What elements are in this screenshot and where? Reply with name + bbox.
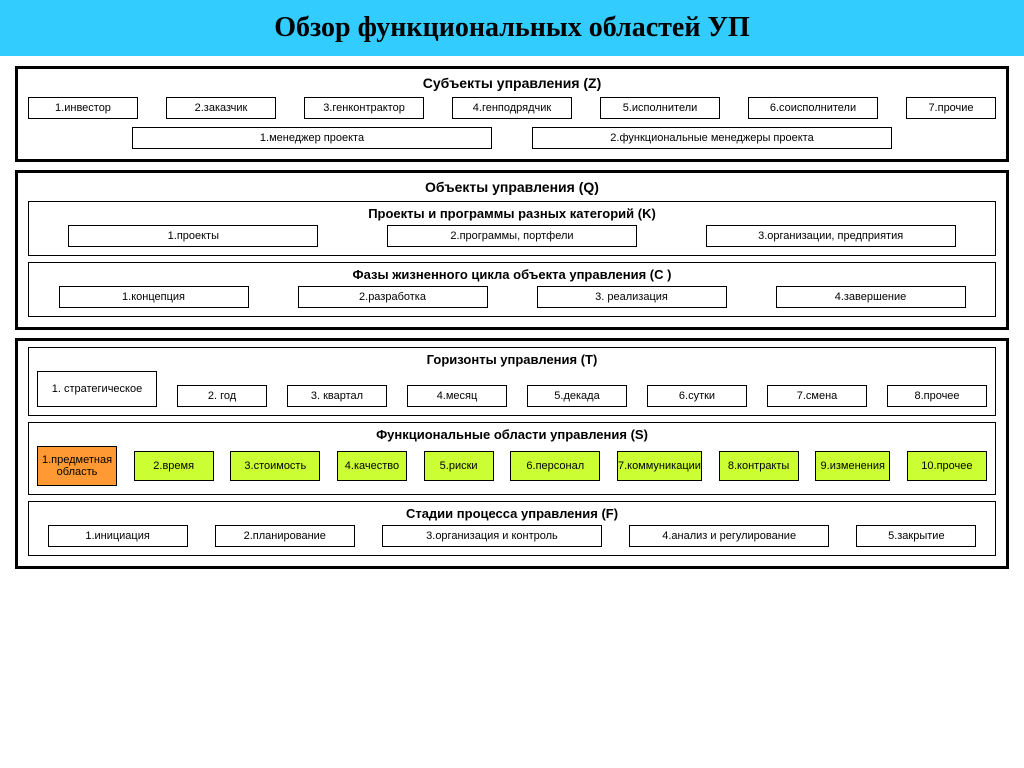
sub-panel-k: Проекты и программы разных категорий (K)…	[28, 201, 996, 256]
t-row: 1. стратегическое 2. год 3. квартал 4.ме…	[37, 371, 987, 407]
z-item: 5.исполнители	[600, 97, 720, 119]
c-item: 1.концепция	[59, 286, 249, 308]
z-item: 1.менеджер проекта	[132, 127, 492, 149]
c-item: 3. реализация	[537, 286, 727, 308]
z-item: 2.заказчик	[166, 97, 276, 119]
z-row2: 1.менеджер проекта 2.функциональные мене…	[28, 127, 996, 149]
s-item: 5.риски	[424, 451, 494, 481]
sub-panel-s: Функциональные области управления (S) 1.…	[28, 422, 996, 495]
f-item: 3.организация и контроль	[382, 525, 602, 547]
t-item: 7.смена	[767, 385, 867, 407]
s-item: 8.контракты	[719, 451, 799, 481]
s-item: 9.изменения	[815, 451, 890, 481]
k-item: 2.программы, портфели	[387, 225, 637, 247]
f-item: 1.инициация	[48, 525, 188, 547]
panel-tsf: Горизонты управления (T) 1. стратегическ…	[15, 338, 1009, 569]
z-item: 3.генконтрактор	[304, 97, 424, 119]
diagram-content: Субъекты управления (Z) 1.инвестор 2.зак…	[0, 56, 1024, 569]
s-item: 7.коммуникации	[617, 451, 702, 481]
f-item: 4.анализ и регулирование	[629, 525, 829, 547]
k-row: 1.проекты 2.программы, портфели 3.органи…	[37, 225, 987, 247]
sub-panel-t: Горизонты управления (T) 1. стратегическ…	[28, 347, 996, 416]
t-item: 3. квартал	[287, 385, 387, 407]
title-bar: Обзор функциональных областей УП	[0, 0, 1024, 56]
panel-z: Субъекты управления (Z) 1.инвестор 2.зак…	[15, 66, 1009, 162]
panel-z-title: Субъекты управления (Z)	[28, 75, 996, 91]
z-item: 1.инвестор	[28, 97, 138, 119]
z-row1: 1.инвестор 2.заказчик 3.генконтрактор 4.…	[28, 97, 996, 119]
s-item: 4.качество	[337, 451, 407, 481]
f-item: 2.планирование	[215, 525, 355, 547]
t-item: 5.декада	[527, 385, 627, 407]
sub-panel-c: Фазы жизненного цикла объекта управления…	[28, 262, 996, 317]
s-row: 1.предметная область 2.время 3.стоимость…	[37, 446, 987, 486]
c-row: 1.концепция 2.разработка 3. реализация 4…	[37, 286, 987, 308]
sub-f-title: Стадии процесса управления (F)	[37, 506, 987, 521]
z-item: 7.прочие	[906, 97, 996, 119]
sub-s-title: Функциональные области управления (S)	[37, 427, 987, 442]
sub-t-title: Горизонты управления (T)	[37, 352, 987, 367]
t-item: 6.сутки	[647, 385, 747, 407]
panel-q: Объекты управления (Q) Проекты и програм…	[15, 170, 1009, 330]
t-item: 2. год	[177, 385, 267, 407]
f-item: 5.закрытие	[856, 525, 976, 547]
s-item: 10.прочее	[907, 451, 987, 481]
s-item: 6.персонал	[510, 451, 600, 481]
f-row: 1.инициация 2.планирование 3.организация…	[37, 525, 987, 547]
page-title: Обзор функциональных областей УП	[0, 12, 1024, 44]
t-item: 4.месяц	[407, 385, 507, 407]
panel-q-title: Объекты управления (Q)	[28, 179, 996, 195]
s-item: 3.стоимость	[230, 451, 320, 481]
c-item: 2.разработка	[298, 286, 488, 308]
s-item: 2.время	[134, 451, 214, 481]
c-item: 4.завершение	[776, 286, 966, 308]
z-item: 6.соисполнители	[748, 97, 878, 119]
t-item: 1. стратегическое	[37, 371, 157, 407]
k-item: 1.проекты	[68, 225, 318, 247]
z-item: 4.генподрядчик	[452, 97, 572, 119]
z-item: 2.функциональные менеджеры проекта	[532, 127, 892, 149]
k-item: 3.организации, предприятия	[706, 225, 956, 247]
sub-c-title: Фазы жизненного цикла объекта управления…	[37, 267, 987, 282]
t-item: 8.прочее	[887, 385, 987, 407]
sub-k-title: Проекты и программы разных категорий (K)	[37, 206, 987, 221]
sub-panel-f: Стадии процесса управления (F) 1.инициац…	[28, 501, 996, 556]
s-item: 1.предметная область	[37, 446, 117, 486]
